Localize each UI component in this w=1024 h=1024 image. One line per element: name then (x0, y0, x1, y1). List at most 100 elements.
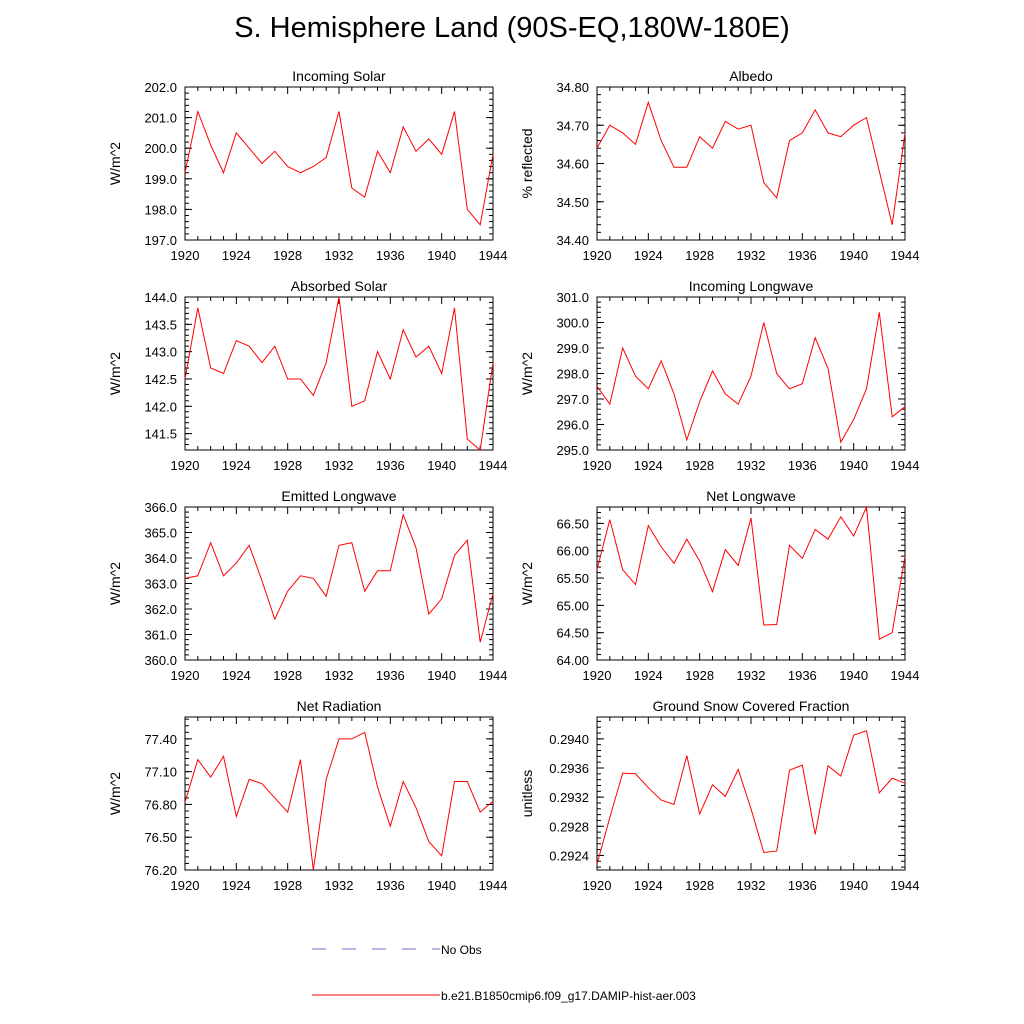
x-tick-label: 1924 (634, 248, 663, 263)
x-tick-label: 1944 (891, 458, 920, 473)
x-tick-label: 1924 (222, 668, 251, 683)
y-tick-label: 300.0 (556, 316, 589, 331)
y-axis-label: W/m^2 (107, 562, 123, 605)
y-axis-label: W/m^2 (519, 352, 535, 395)
x-tick-label: 1928 (685, 668, 714, 683)
x-tick-label: 1936 (788, 458, 817, 473)
y-tick-label: 77.10 (144, 765, 177, 780)
y-tick-label: 34.40 (556, 233, 589, 248)
y-axis-label: W/m^2 (107, 772, 123, 815)
chart-title: Incoming Solar (292, 68, 386, 84)
y-tick-label: 361.0 (144, 628, 177, 643)
chart-panel: Incoming Longwave W/m^2 1920 1924 1928 1932 19… (519, 278, 919, 473)
y-tick-label: 65.50 (556, 571, 589, 586)
x-tick-label: 1924 (634, 458, 663, 473)
y-tick-label: 34.60 (556, 157, 589, 172)
x-tick-label: 1920 (583, 668, 612, 683)
x-tick-label: 1940 (427, 878, 456, 893)
x-tick-label: 1944 (891, 878, 920, 893)
x-tick-label: 1928 (273, 878, 302, 893)
chart-title: Net Radiation (297, 698, 382, 714)
y-tick-label: 295.0 (556, 443, 589, 458)
y-tick-label: 64.00 (556, 653, 589, 668)
y-tick-label: 65.00 (556, 598, 589, 613)
series-line (596, 312, 906, 444)
chart-title: Absorbed Solar (291, 278, 388, 294)
x-tick-label: 1932 (737, 458, 766, 473)
y-axis-label: W/m^2 (107, 352, 123, 395)
y-tick-label: 66.00 (556, 544, 589, 559)
x-tick-label: 1928 (685, 458, 714, 473)
y-axis-label: % reflected (519, 128, 535, 198)
x-tick-label: 1940 (839, 878, 868, 893)
legend-model-label: b.e21.B1850cmip6.f09_g17.DAMIP-hist-aer.… (441, 989, 696, 1003)
x-tick-label: 1932 (737, 878, 766, 893)
plot-frame (184, 296, 494, 451)
chart-title: Albedo (729, 68, 773, 84)
plot-frame (596, 506, 906, 661)
legend-obs-label: No Obs (441, 943, 482, 957)
x-tick-label: 1928 (273, 458, 302, 473)
y-tick-label: 296.0 (556, 418, 589, 433)
x-tick-label: 1932 (737, 248, 766, 263)
x-tick-label: 1944 (479, 878, 508, 893)
y-tick-label: 0.2928 (549, 819, 589, 834)
x-tick-label: 1920 (171, 878, 200, 893)
x-tick-label: 1928 (685, 248, 714, 263)
x-tick-label: 1924 (634, 668, 663, 683)
y-tick-label: 360.0 (144, 653, 177, 668)
chart-title: Ground Snow Covered Fraction (653, 698, 850, 714)
series-line (596, 505, 906, 640)
x-tick-label: 1920 (171, 248, 200, 263)
x-tick-label: 1928 (273, 248, 302, 263)
chart-title: Net Longwave (706, 488, 796, 504)
chart-panel: Ground Snow Covered Fraction unitless 1920… (519, 698, 919, 893)
x-tick-label: 1944 (479, 668, 508, 683)
chart-title: Emitted Longwave (281, 488, 396, 504)
plot-frame (596, 86, 906, 241)
y-tick-label: 301.0 (556, 290, 589, 305)
x-tick-label: 1932 (325, 458, 354, 473)
y-tick-label: 142.0 (144, 399, 177, 414)
y-tick-label: 0.2940 (549, 732, 589, 747)
x-tick-label: 1924 (222, 248, 251, 263)
y-tick-label: 201.0 (144, 111, 177, 126)
y-axis-label: W/m^2 (519, 562, 535, 605)
plot-frame (596, 296, 906, 451)
x-tick-label: 1920 (583, 878, 612, 893)
legend-model-swatch (312, 994, 440, 996)
chart-panel: Net Radiation W/m^2 1920 1924 1928 1932 1936 19… (107, 698, 507, 893)
y-tick-label: 200.0 (144, 141, 177, 156)
x-tick-label: 1928 (685, 878, 714, 893)
chart-panel: Albedo % reflected 1920 1924 1928 1932 1936 194… (519, 68, 919, 263)
y-tick-label: 66.50 (556, 516, 589, 531)
chart-panel: Incoming Solar W/m^2 1920 1924 1928 1932 1936 1… (107, 68, 507, 263)
y-tick-label: 366.0 (144, 500, 177, 515)
y-tick-label: 363.0 (144, 577, 177, 592)
y-tick-label: 202.0 (144, 80, 177, 95)
y-tick-label: 34.70 (556, 118, 589, 133)
y-tick-label: 197.0 (144, 233, 177, 248)
chart-title: Incoming Longwave (689, 278, 814, 294)
y-tick-label: 34.50 (556, 195, 589, 210)
y-tick-label: 198.0 (144, 202, 177, 217)
series-line (596, 730, 906, 865)
chart-panel: Net Longwave W/m^2 1920 1924 1928 1932 1936 194… (519, 488, 919, 683)
x-tick-label: 1920 (583, 458, 612, 473)
legend-obs-swatch (312, 948, 440, 950)
x-tick-label: 1920 (583, 248, 612, 263)
y-tick-label: 76.80 (144, 797, 177, 812)
y-tick-label: 64.50 (556, 626, 589, 641)
x-tick-label: 1940 (427, 458, 456, 473)
y-tick-label: 144.0 (144, 290, 177, 305)
y-axis-label: unitless (519, 770, 535, 817)
x-tick-label: 1936 (376, 878, 405, 893)
plot-frame (184, 86, 494, 241)
x-tick-label: 1920 (171, 458, 200, 473)
y-tick-label: 0.2932 (549, 790, 589, 805)
y-tick-label: 0.2936 (549, 761, 589, 776)
y-tick-label: 141.5 (144, 427, 177, 442)
x-tick-label: 1932 (325, 878, 354, 893)
y-tick-label: 362.0 (144, 602, 177, 617)
